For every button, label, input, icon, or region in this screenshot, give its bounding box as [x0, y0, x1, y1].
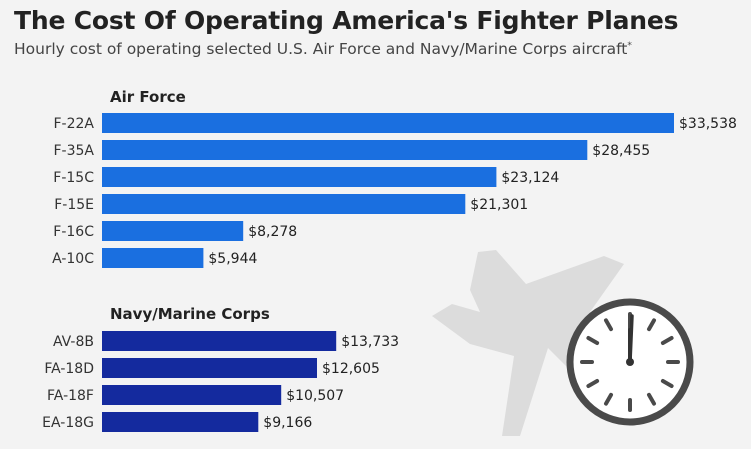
category-label: F-15E	[54, 197, 94, 213]
category-label: F-16C	[53, 224, 94, 240]
clock-tick	[647, 392, 656, 406]
value-label: $21,301	[470, 197, 528, 213]
clock-tick	[604, 392, 613, 406]
category-label: F-15C	[53, 170, 94, 186]
bar	[102, 412, 259, 432]
clock-tick	[660, 336, 674, 345]
clock-center	[626, 358, 634, 366]
clock-tick	[604, 318, 613, 332]
value-label: $12,605	[322, 361, 380, 377]
bar	[102, 221, 244, 241]
category-label: FA-18F	[47, 388, 94, 404]
value-label: $33,538	[679, 116, 737, 132]
category-label: A-10C	[52, 251, 94, 267]
bar	[102, 140, 588, 160]
chart-subtitle: Hourly cost of operating selected U.S. A…	[14, 40, 632, 58]
bar	[102, 167, 497, 187]
bar	[102, 194, 466, 214]
value-label: $10,507	[286, 388, 344, 404]
value-label: $5,944	[208, 251, 257, 267]
bar	[102, 385, 282, 405]
clock-tick	[660, 379, 674, 388]
category-label: F-22A	[54, 116, 95, 132]
category-label: AV-8B	[53, 334, 94, 350]
value-label: $23,124	[501, 170, 559, 186]
subtitle-footnote-mark: *	[627, 40, 632, 51]
clock-tick	[586, 379, 600, 388]
bar	[102, 331, 337, 351]
group-label: Navy/Marine Corps	[110, 305, 270, 323]
bar	[102, 113, 674, 133]
category-label: EA-18G	[42, 415, 94, 431]
subtitle-text: Hourly cost of operating selected U.S. A…	[14, 40, 628, 58]
category-label: F-35A	[54, 143, 95, 159]
bar	[102, 248, 204, 268]
fighter-jet-silhouette-icon	[432, 250, 624, 436]
value-label: $8,278	[248, 224, 297, 240]
bar	[102, 358, 317, 378]
value-label: $13,733	[341, 334, 399, 350]
chart-title: The Cost Of Operating America's Fighter …	[14, 6, 679, 35]
group-label: Air Force	[110, 88, 186, 106]
clock-tick	[647, 318, 656, 332]
clock-tick	[586, 336, 600, 345]
clock-icon	[566, 298, 694, 426]
value-label: $28,455	[592, 143, 650, 159]
value-label: $9,166	[263, 415, 312, 431]
category-label: FA-18D	[44, 361, 94, 377]
